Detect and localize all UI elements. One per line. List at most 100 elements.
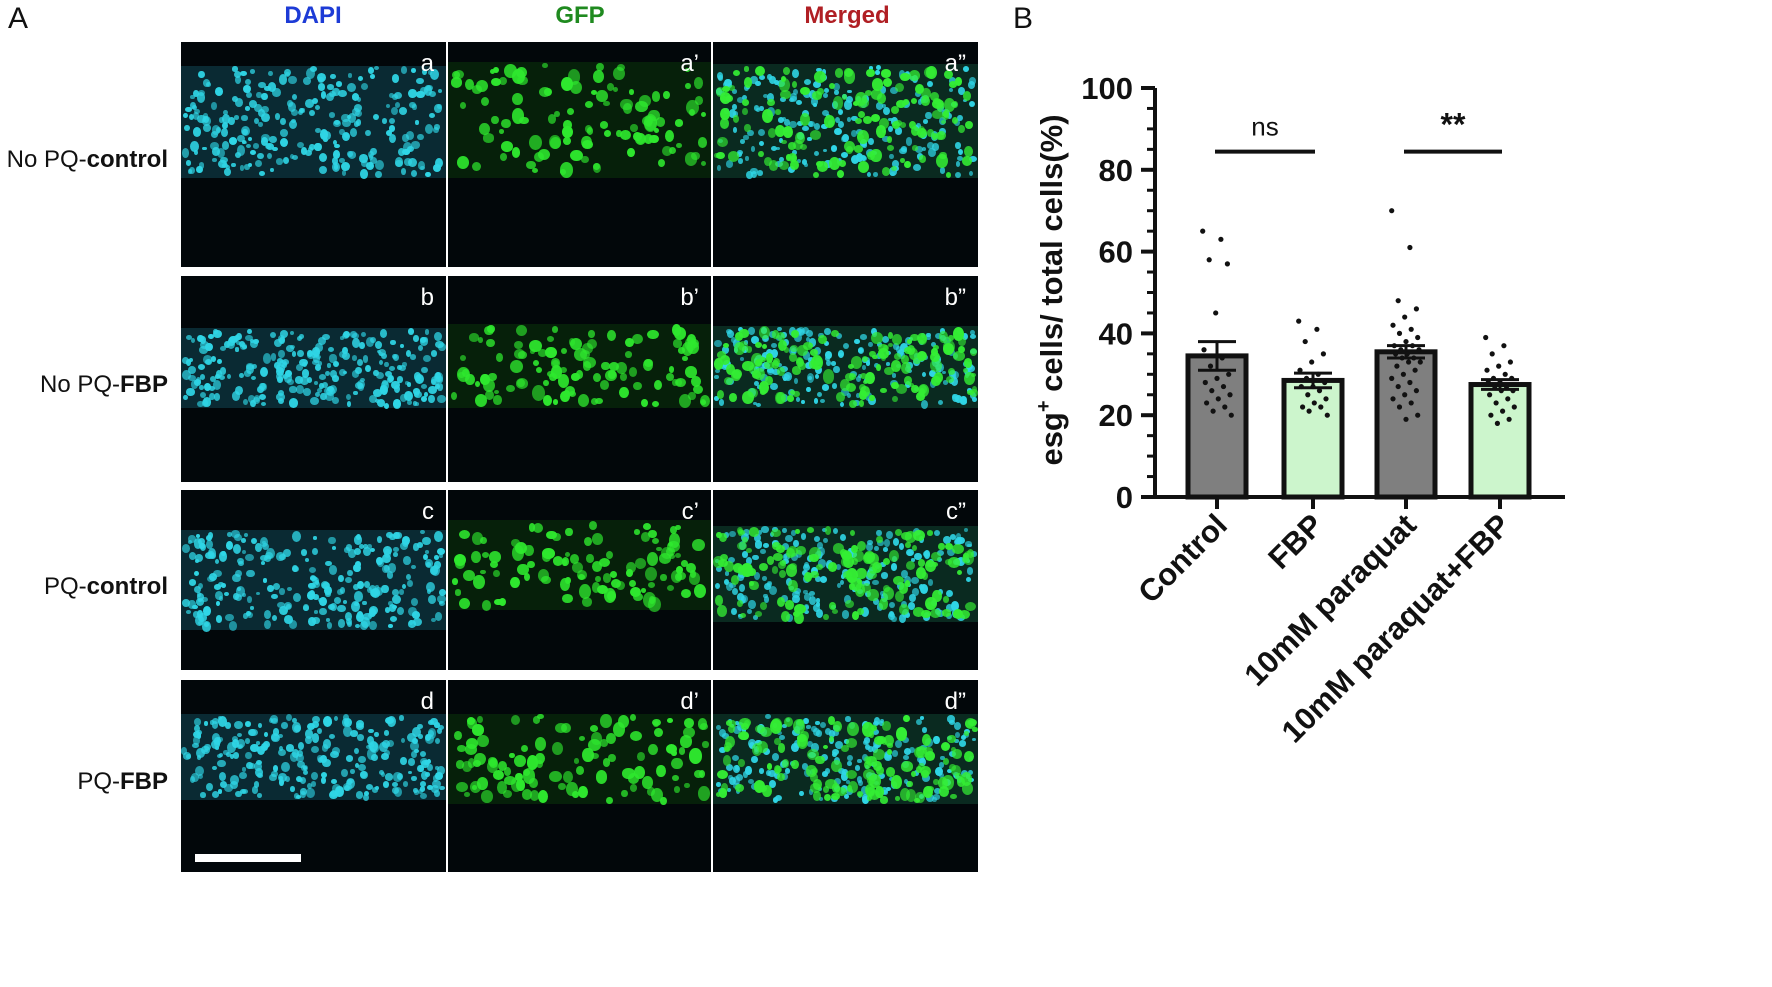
nucleus — [196, 334, 204, 343]
nucleus — [882, 790, 888, 795]
nucleus — [438, 589, 446, 596]
nucleus — [499, 598, 506, 607]
nucleus — [722, 733, 729, 739]
nucleus — [242, 344, 247, 350]
nucleus — [245, 79, 252, 86]
sublabel-a-prime: a’ — [680, 50, 699, 77]
nucleus — [189, 94, 195, 100]
nucleus — [742, 536, 748, 543]
nucleus — [224, 722, 232, 729]
nucleus — [575, 766, 584, 776]
nucleus — [660, 797, 667, 806]
nucleus — [355, 623, 360, 628]
nucleus — [399, 715, 404, 721]
nucleus — [969, 334, 977, 340]
nucleus — [950, 746, 956, 753]
nucleus — [491, 115, 499, 125]
nucleus — [196, 92, 206, 104]
nucleus — [327, 84, 335, 90]
nucleus — [381, 584, 389, 594]
nucleus — [529, 339, 542, 352]
nucleus — [419, 750, 427, 758]
nucleus — [948, 368, 955, 375]
nucleus — [319, 165, 328, 174]
nucleus — [724, 560, 735, 572]
nucleus — [277, 601, 285, 608]
nucleus — [482, 133, 495, 143]
nucleus — [591, 90, 598, 96]
nucleus — [241, 767, 247, 773]
nucleus — [907, 780, 914, 787]
nucleus — [731, 587, 739, 596]
nucleus — [486, 759, 499, 773]
nucleus — [724, 735, 736, 749]
data-point — [1213, 310, 1219, 316]
nucleus — [934, 332, 942, 339]
nucleus — [848, 399, 857, 408]
scale-bar — [195, 854, 301, 862]
nucleus — [829, 601, 837, 611]
nucleus — [301, 369, 310, 379]
micrograph-d-prime: d’ — [448, 680, 711, 872]
nucleus — [407, 770, 412, 775]
nucleus — [476, 715, 483, 724]
nucleus — [797, 719, 804, 726]
nucleus — [876, 529, 882, 537]
nucleus — [493, 390, 500, 395]
nucleus — [801, 158, 807, 165]
nucleus — [238, 372, 244, 379]
nucleus — [412, 400, 418, 406]
nucleus — [750, 76, 758, 84]
nucleus — [759, 105, 764, 111]
nucleus — [744, 720, 751, 728]
nucleus — [190, 337, 195, 343]
nucleus — [878, 344, 889, 353]
nucleus — [778, 160, 789, 171]
nucleus — [762, 343, 768, 349]
nucleus — [671, 757, 683, 770]
nucleus — [912, 145, 918, 151]
nucleus — [787, 395, 794, 402]
nucleus — [871, 77, 884, 91]
nucleus — [196, 755, 202, 760]
nucleus — [291, 154, 299, 161]
nucleus — [481, 551, 490, 558]
nucleus — [524, 544, 535, 557]
nucleus — [823, 148, 828, 153]
nucleus — [199, 391, 206, 398]
nucleus — [424, 549, 429, 554]
nucleus — [808, 360, 819, 369]
nucleus — [245, 554, 254, 562]
nucleus — [966, 567, 973, 575]
nucleus — [880, 591, 885, 597]
nucleus — [937, 776, 949, 789]
nucleus — [580, 155, 589, 164]
nucleus — [777, 596, 786, 608]
nucleus — [732, 103, 737, 110]
nucleus — [962, 65, 969, 72]
y-tick-label: 0 — [1116, 480, 1133, 515]
nucleus — [199, 542, 206, 549]
data-point — [1484, 367, 1490, 373]
nucleus — [253, 339, 259, 345]
nucleus — [651, 787, 664, 802]
nucleus — [760, 601, 768, 610]
nucleus — [482, 600, 492, 611]
nucleus — [577, 393, 590, 407]
nucleus — [839, 378, 851, 391]
nucleus — [322, 758, 331, 768]
data-point — [1218, 236, 1224, 242]
nucleus — [288, 620, 298, 630]
nucleus — [774, 737, 782, 746]
nucleus — [700, 160, 707, 167]
nucleus — [634, 558, 647, 570]
nucleus — [270, 732, 279, 742]
nucleus — [768, 75, 776, 84]
nucleus — [214, 584, 221, 590]
nucleus — [863, 769, 875, 780]
data-point — [1395, 298, 1401, 304]
nucleus — [339, 368, 346, 376]
nucleus — [279, 137, 288, 148]
nucleus — [878, 772, 886, 779]
nucleus — [400, 393, 408, 402]
